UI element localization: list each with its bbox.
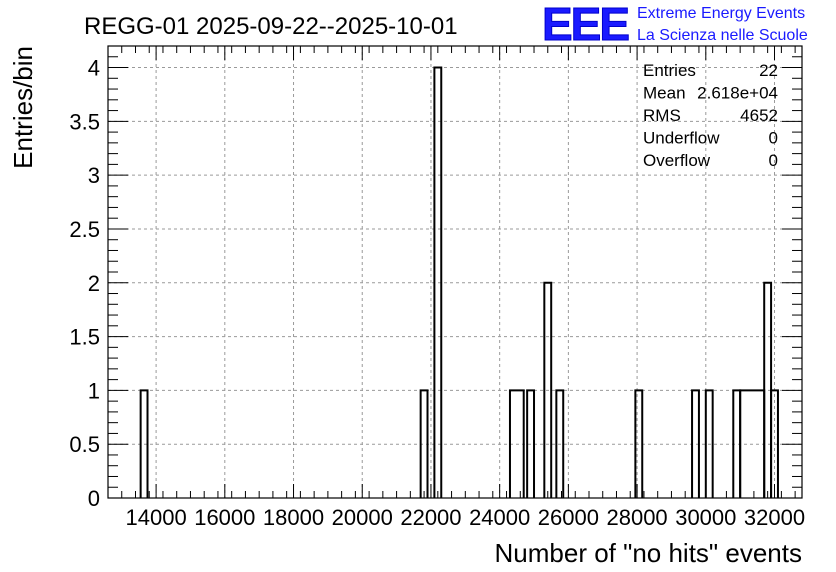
histogram-bin — [555, 389, 565, 498]
x-tick-label: 30000 — [675, 505, 736, 530]
histogram-bin — [139, 389, 149, 498]
y-tick-label: 2 — [88, 271, 100, 296]
histogram-bin — [704, 389, 714, 498]
stats-label: Overflow — [643, 151, 711, 170]
y-tick-label: 0.5 — [69, 432, 100, 457]
y-tick-label: 4 — [88, 56, 100, 81]
y-axis-title: Entries/bin — [8, 46, 38, 169]
axis-ticks — [107, 45, 802, 499]
x-tick-label: 18000 — [263, 505, 324, 530]
logo-line-1: Extreme Energy Events — [637, 5, 805, 22]
chart-title: REGG-01 2025-09-22--2025-10-01 — [84, 13, 458, 40]
x-tick-label: 32000 — [744, 505, 805, 530]
stats-value: 22 — [759, 61, 778, 80]
histogram-bin — [526, 389, 536, 498]
y-tick-label: 3 — [88, 163, 100, 188]
x-tick-label: 16000 — [194, 505, 255, 530]
plot-frame — [107, 45, 803, 499]
histogram-bin — [691, 389, 700, 498]
y-tick-label: 1.5 — [69, 325, 100, 350]
y-tick-label: 2.5 — [69, 217, 100, 242]
stats-label: RMS — [643, 106, 681, 125]
histogram-bin — [543, 281, 553, 498]
x-tick-labels: 14000 16000 18000 20000 22000 24000 26000 28000… — [126, 505, 806, 530]
y-tick-label: 0 — [88, 486, 100, 511]
logo-line-2: La Scienza nelle Scuole — [637, 27, 808, 44]
histogram-bin — [508, 389, 525, 498]
stats-value: 4652 — [740, 106, 778, 125]
stats-label: Entries — [643, 61, 696, 80]
stats-label: Mean — [643, 84, 686, 103]
y-tick-labels: 0 0.5 1 1.5 2 2.5 3 3.5 4 — [69, 56, 100, 511]
x-tick-label: 14000 — [126, 505, 187, 530]
stats-label: Underflow — [643, 129, 720, 148]
x-tick-label: 24000 — [469, 505, 530, 530]
eee-logo: EEE Extreme Energy Events La Scienza nel… — [542, 0, 808, 51]
y-tick-label: 1 — [88, 378, 100, 403]
grid-lines — [108, 46, 802, 499]
histogram-bin — [634, 389, 644, 498]
stats-box: Entries 22 Mean 2.618e+04 RMS 4652 Underflow 0 O… — [643, 61, 778, 170]
logo-mark: EEE — [542, 0, 628, 50]
x-axis-title: Number of "no hits" events — [495, 538, 803, 568]
histogram-bin — [419, 389, 429, 498]
histogram-bars — [139, 66, 779, 498]
histogram-bin — [433, 66, 443, 498]
y-tick-label: 3.5 — [69, 109, 100, 134]
x-tick-label: 26000 — [538, 505, 599, 530]
x-tick-label: 22000 — [400, 505, 461, 530]
stats-value: 2.618e+04 — [697, 84, 778, 103]
stats-value: 0 — [769, 129, 778, 148]
x-tick-label: 20000 — [332, 505, 393, 530]
histogram-bin — [770, 389, 779, 498]
x-tick-label: 28000 — [606, 505, 667, 530]
stats-value: 0 — [769, 151, 778, 170]
